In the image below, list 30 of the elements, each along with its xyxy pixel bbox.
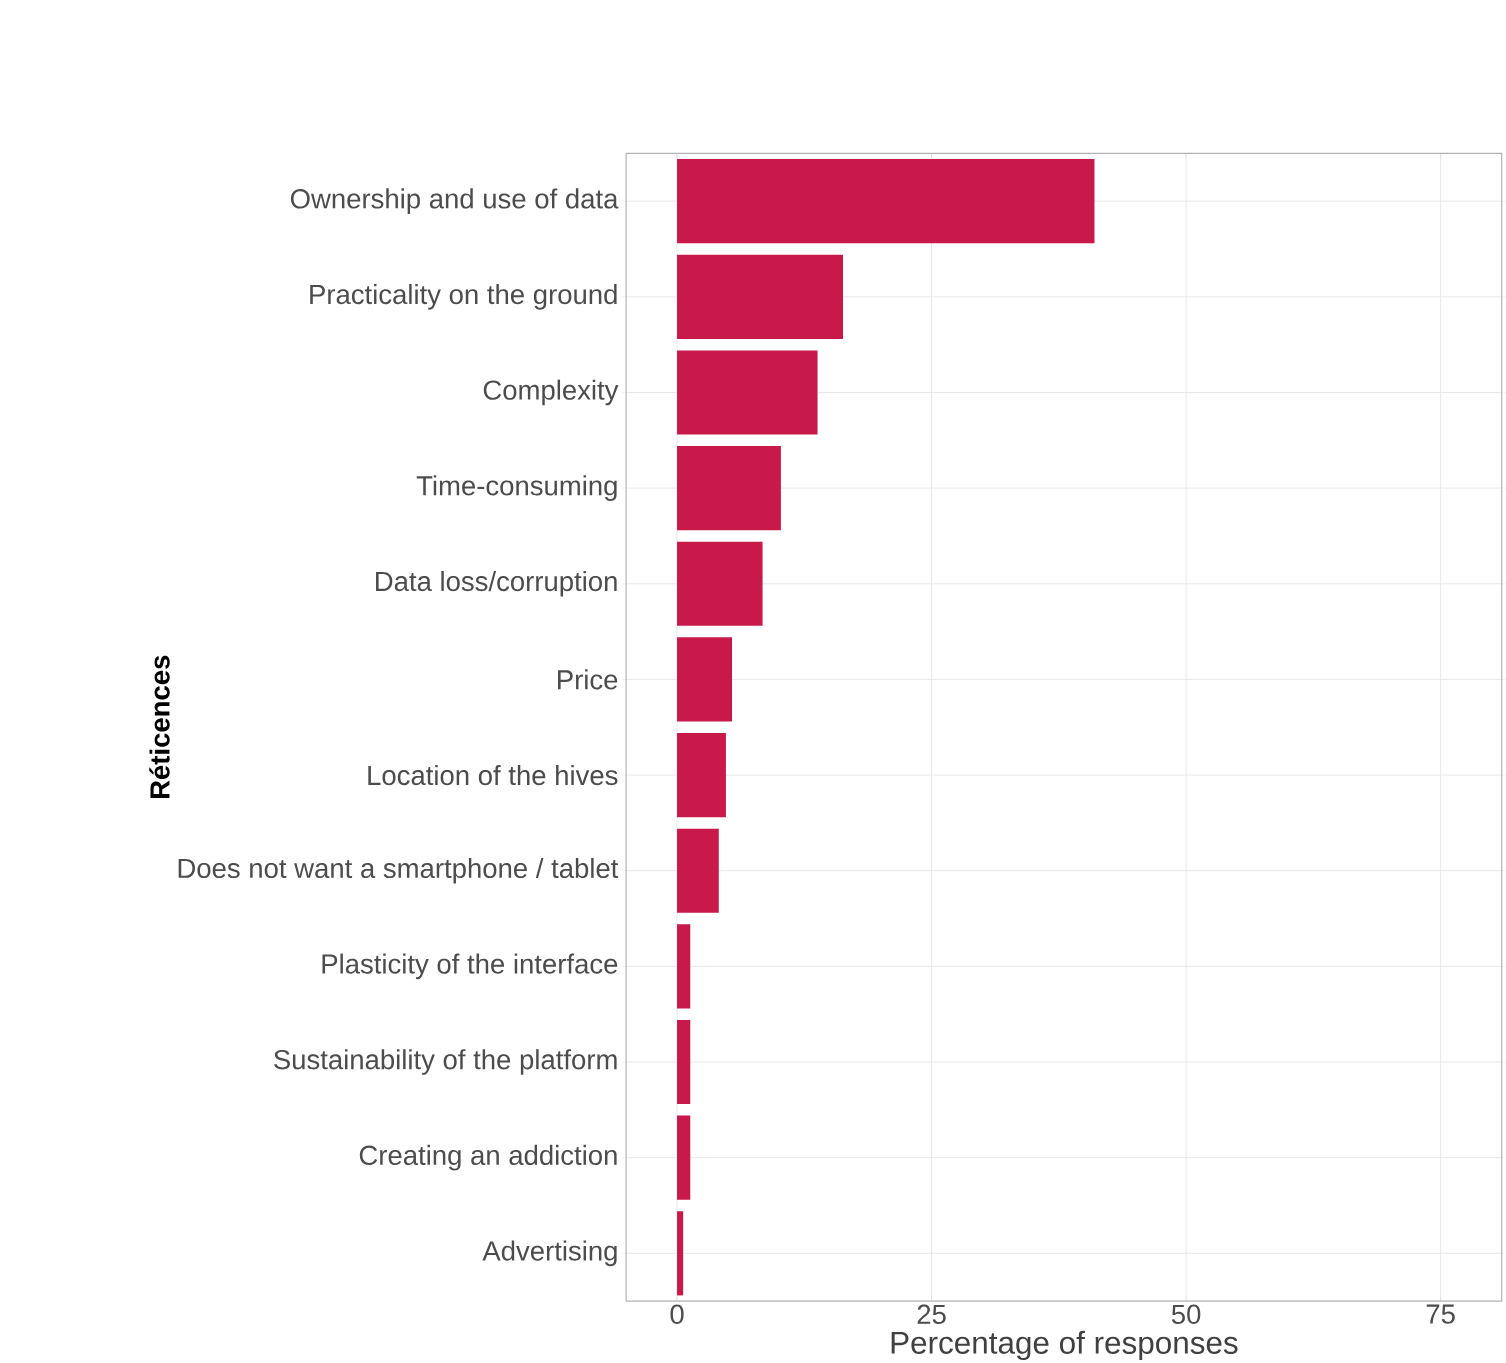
y-tick-label: Does not want a smartphone / tablet bbox=[178, 857, 619, 884]
y-tick-label: Location of the hives bbox=[368, 764, 618, 785]
y-tick-label: Practicality on the ground bbox=[310, 283, 617, 310]
bar bbox=[677, 541, 763, 626]
bar bbox=[677, 254, 843, 339]
bar bbox=[677, 350, 818, 435]
bar bbox=[677, 924, 691, 1009]
y-tick-label: Complexity bbox=[483, 379, 619, 406]
y-tick-label: Time-consuming bbox=[416, 475, 617, 501]
y-tick-label: Plasticity of the interface bbox=[322, 953, 618, 979]
bar bbox=[677, 637, 733, 722]
bar bbox=[677, 158, 1095, 244]
x-tick-label: 50 bbox=[1171, 1304, 1201, 1324]
bar bbox=[677, 1115, 691, 1200]
y-tick-label: Advertising bbox=[482, 1240, 617, 1266]
y-tick-label: Sustainability of the platform bbox=[274, 1049, 617, 1075]
bar bbox=[677, 732, 726, 817]
y-tick-label: Data loss/corruption bbox=[376, 570, 617, 597]
y-tick-label: Creating an addiction bbox=[359, 1144, 617, 1171]
bar bbox=[677, 445, 781, 531]
x-tick-label: 75 bbox=[1426, 1304, 1455, 1324]
x-axis-title: Percentage of responses bbox=[891, 1330, 1238, 1360]
x-tick-label: 25 bbox=[917, 1304, 946, 1324]
bar bbox=[677, 1211, 684, 1296]
y-tick-label: Ownership and use of data bbox=[290, 188, 619, 214]
bar bbox=[677, 1019, 691, 1104]
x-tick-label: 0 bbox=[670, 1304, 684, 1324]
y-tick-label: Price bbox=[558, 669, 618, 690]
bar bbox=[677, 828, 719, 913]
y-axis-title: Réticences bbox=[149, 655, 170, 798]
